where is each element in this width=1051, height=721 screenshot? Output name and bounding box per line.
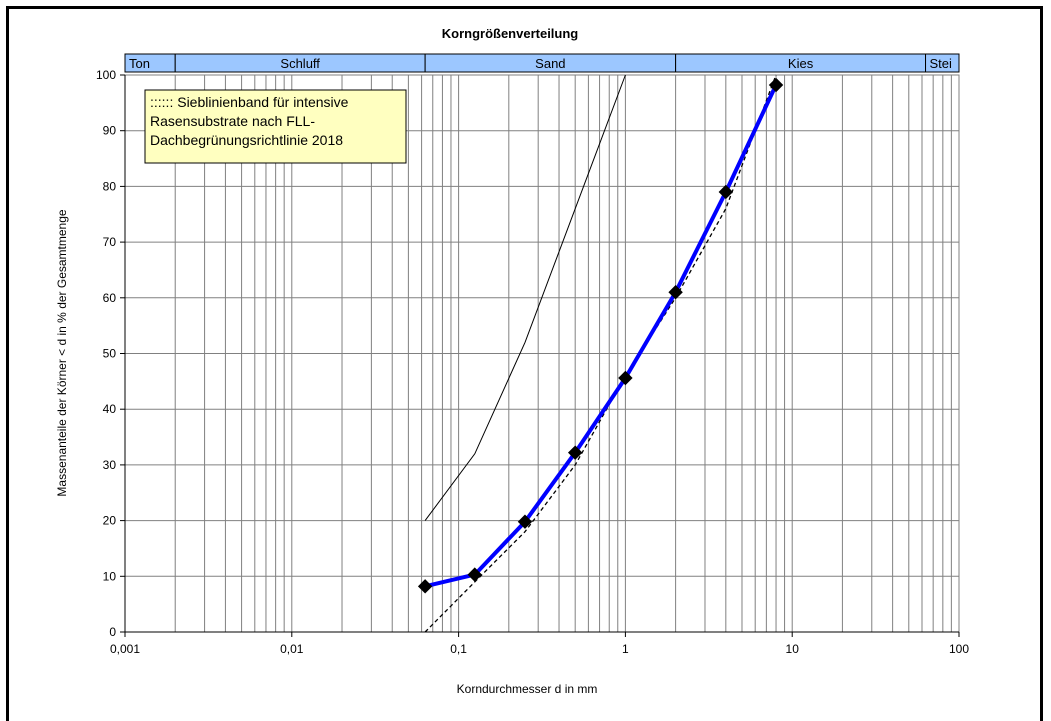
soil-class-label: Kies — [788, 56, 814, 71]
y-tick-label: 40 — [103, 402, 117, 416]
data-point-marker — [768, 77, 784, 93]
data-point-marker — [467, 567, 482, 582]
x-tick-label: 10 — [786, 642, 800, 656]
data-point-marker — [718, 184, 734, 200]
data-point-marker — [618, 370, 633, 386]
x-tick-label: 0,1 — [450, 642, 467, 656]
y-tick-label: 10 — [103, 569, 117, 583]
legend: :::::: Sieblinienband für intensive Rase… — [144, 89, 407, 164]
x-axis-label: Korndurchmesser d in mm — [457, 682, 598, 696]
lower-limit-line — [424, 74, 777, 633]
chart-frame — [6, 6, 1043, 721]
x-tick-label: 0,001 — [110, 642, 140, 656]
legend-line-3: Dachbegrünungsrichtlinie 2018 — [150, 132, 343, 148]
y-tick-label: 50 — [103, 347, 117, 361]
y-tick-label: 90 — [103, 124, 117, 138]
y-tick-label: 60 — [103, 291, 117, 305]
data-point-marker — [668, 285, 683, 300]
y-tick-label: 80 — [103, 179, 117, 193]
y-tick-label: 20 — [103, 514, 117, 528]
legend-background — [144, 89, 407, 164]
chart-title: Korngrößenverteilung — [442, 26, 579, 41]
measured-curve-line — [424, 84, 778, 589]
x-tick-label: 100 — [949, 642, 969, 656]
series-group — [417, 74, 784, 633]
data-point-marker — [567, 445, 583, 460]
y-tick-label: 70 — [103, 235, 117, 249]
axes: 0 10 20 30 40 50 60 70 80 90 100 0,001 0,01 0,1 1 10 100 — [96, 68, 969, 656]
upper-limit-line — [424, 74, 626, 521]
legend-line-2: Rasensubstrate nach FLL- — [150, 113, 315, 129]
soil-class-cell — [925, 53, 960, 73]
y-axis-label: Massenanteile der Körner < d in % der Ge… — [55, 209, 69, 496]
x-tick-label: 1 — [622, 642, 629, 656]
soil-class-band: Ton Schluff Sand Kies Stei — [124, 53, 960, 73]
x-tick-label: 0,01 — [280, 642, 304, 656]
soil-class-label: Sand — [535, 56, 565, 71]
soil-class-label: Stei — [930, 56, 953, 71]
soil-class-label: Ton — [129, 56, 150, 71]
y-tick-label: 100 — [96, 68, 116, 82]
data-point-marker — [517, 514, 533, 529]
data-point-marker — [417, 579, 433, 594]
y-tick-label: 30 — [103, 458, 117, 472]
y-tick-label: 0 — [109, 625, 116, 639]
legend-line-1: :::::: Sieblinienband für intensive — [150, 94, 349, 110]
soil-class-label: Schluff — [280, 56, 320, 71]
